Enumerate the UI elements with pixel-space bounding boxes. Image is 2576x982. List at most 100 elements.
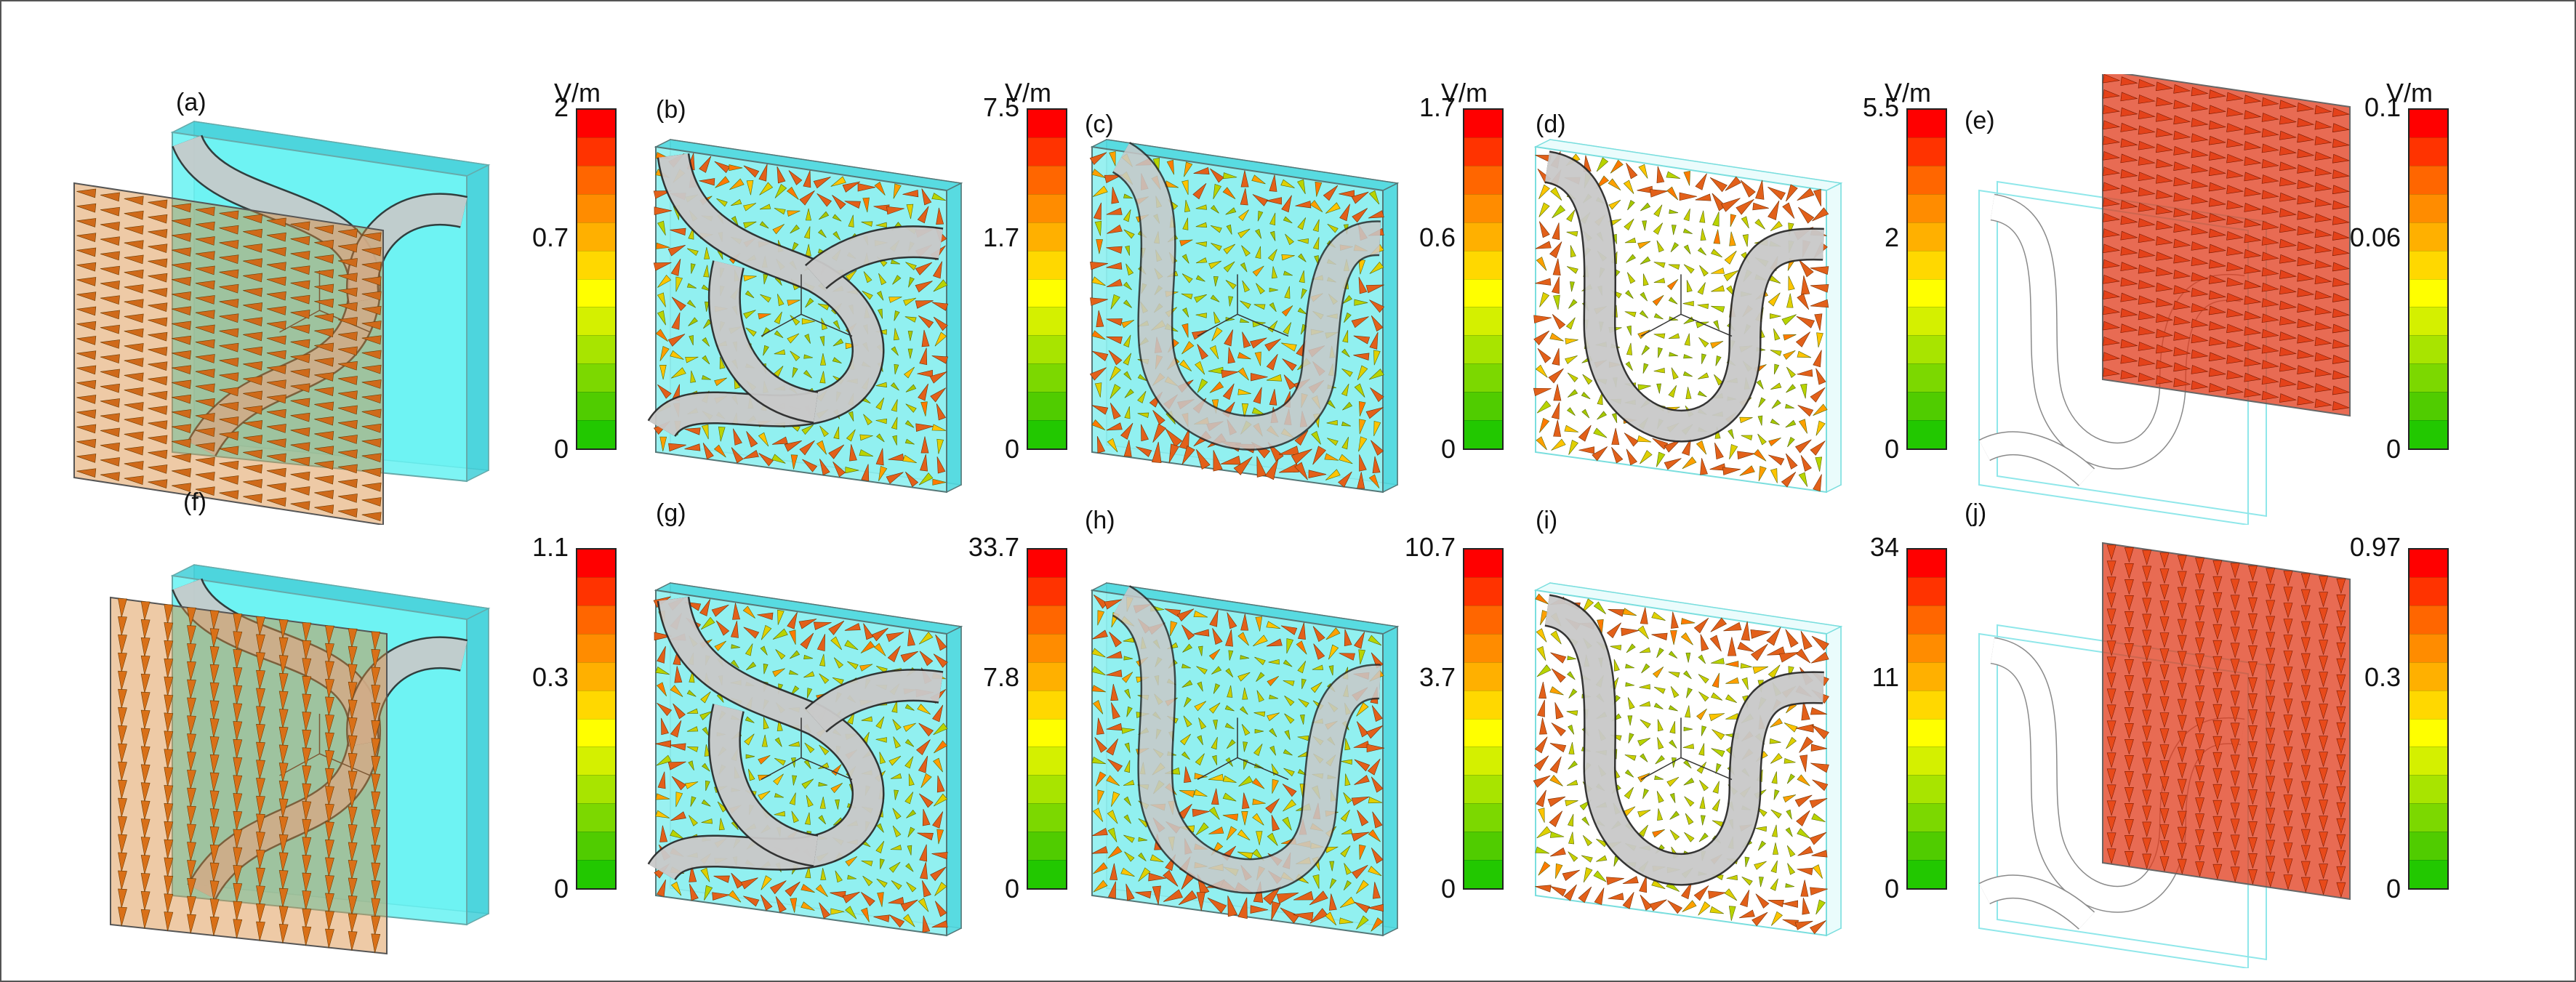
colorbar-segment (1464, 633, 1502, 662)
waveguide-tube-3 (707, 704, 819, 867)
colorbar-segment (1464, 803, 1502, 832)
colorbar-tick-label: 11 (1871, 661, 1899, 692)
colorbar-tick-label: 0.3 (2364, 661, 2401, 692)
colorbar-segment (577, 718, 615, 747)
colorbar-tick-label: 34 (1869, 532, 1899, 562)
panel-label-d: (d) (1536, 110, 1566, 138)
colorbar-tick-label: 0 (1884, 434, 1899, 464)
colorbar-segment (2410, 633, 2447, 662)
field-vector-arrows (653, 596, 948, 933)
incident-field-plane (110, 596, 388, 955)
colorbar-segment (1028, 363, 1066, 393)
panel-b: (b) V/m 7.5 1.7 0 (641, 74, 1092, 525)
colorbar-segment (1908, 661, 1946, 691)
colorbar-segment (1028, 420, 1066, 449)
colorbar-segment (1464, 193, 1502, 222)
colorbar-segment (1028, 746, 1066, 776)
colorbar-segment (1028, 278, 1066, 307)
field-scene-c (1089, 139, 1400, 494)
colorbar-tick-label: 0.3 (531, 661, 569, 692)
colorbar-segment (1908, 307, 1946, 336)
field-scene-g (647, 582, 963, 937)
colorbar-segment (1464, 420, 1502, 449)
waveguide-branch (346, 636, 468, 747)
colorbar-segment (577, 335, 615, 364)
colorbar-segment (1028, 222, 1066, 251)
waveguide-outline-lower (1978, 874, 2095, 930)
colorbar-segment (1464, 690, 1502, 719)
colorbar-segment (1908, 605, 1946, 634)
colorbar-segment (1464, 392, 1502, 421)
colorbar-segment (1464, 832, 1502, 861)
colorbar-segment (1028, 307, 1066, 336)
panel-f: (f) 1.1 0.3 0 (1, 488, 641, 968)
waveguide-outline-lower (1978, 431, 2095, 486)
colorbar-segment (1028, 550, 1066, 577)
colorbar-segment (577, 278, 615, 307)
panel-a: (a) V/m 2 0.7 0 (1, 74, 641, 525)
colorbar-segment (1464, 860, 1502, 889)
colorbar-segment (2410, 193, 2447, 222)
colorbar-segment (1028, 110, 1066, 137)
colorbar-gradient (1027, 108, 1067, 450)
colorbar-segment (2410, 363, 2447, 393)
field-scene-a (73, 121, 491, 525)
colorbar-tick-label: 0 (1440, 874, 1456, 903)
waveguide-tube-1 (647, 596, 885, 882)
transmitted-field-plane (2102, 74, 2351, 417)
colorbar-segment (577, 576, 615, 605)
colorbar-segment (577, 746, 615, 776)
colorbar-gradient (576, 548, 617, 890)
waveguide-tube-1 (1111, 142, 1381, 451)
colorbar-segment (2410, 746, 2447, 776)
colorbar-segment (1464, 363, 1502, 393)
colorbar-unit: V/m (2386, 78, 2433, 108)
colorbar-tick-label: 0.7 (531, 222, 569, 252)
colorbar-segment (1028, 661, 1066, 691)
colorbar-tick-label: 10.7 (1404, 532, 1456, 562)
colorbar-gradient (1027, 548, 1067, 890)
colorbar-segment (1908, 775, 1946, 804)
colorbar-segment (1464, 550, 1502, 577)
colorbar-segment (1908, 832, 1946, 861)
colorbar-segment (2410, 775, 2447, 804)
colorbar-segment (2410, 307, 2447, 336)
colorbar-gradient (2408, 108, 2449, 450)
colorbar-tick-label: 33.7 (968, 532, 1019, 562)
colorbar-tick-label: 2 (1884, 222, 1899, 252)
colorbar-segment (1908, 222, 1946, 251)
colorbar-segment (1908, 746, 1946, 776)
colorbar-tick-label: 0 (1004, 874, 1019, 903)
colorbar-segment (1028, 576, 1066, 605)
transmitted-field-arrows (2106, 544, 2346, 898)
colorbar-segment (577, 803, 615, 832)
colorbar-segment (1908, 392, 1946, 421)
colorbar-segment (1908, 420, 1946, 449)
colorbar-segment (1908, 193, 1946, 222)
colorbar-segment (1028, 633, 1066, 662)
colorbar-segment (577, 165, 615, 194)
colorbar-segment (577, 775, 615, 804)
panel-label-f: (f) (183, 488, 207, 516)
panel-label-h: (h) (1085, 507, 1115, 534)
colorbar-segment (1464, 137, 1502, 166)
colorbar-tick-label: 0 (553, 874, 569, 903)
transmitted-field-arrows (2103, 74, 2350, 411)
colorbar-segment (577, 550, 615, 577)
colorbar-segment (2410, 832, 2447, 861)
colorbar-segment (2410, 860, 2447, 889)
transmitted-field-plane (2102, 542, 2351, 901)
colorbar-segment (1464, 746, 1502, 776)
colorbar-segment (1464, 278, 1502, 307)
colorbar-tick-label: 1.7 (982, 222, 1019, 252)
colorbar-segment (1908, 335, 1946, 364)
panel-label-j: (j) (1965, 499, 1987, 527)
colorbar-segment (1908, 550, 1946, 577)
coordinate-axes (1640, 274, 1733, 337)
panel-e: (e) V/m 0.1 0.06 0 (1957, 74, 2568, 525)
colorbar-segment (577, 420, 615, 449)
colorbar-segment (1464, 576, 1502, 605)
colorbar-tick-label: 2 (553, 92, 569, 122)
colorbar-segment (1908, 278, 1946, 307)
colorbar-segment (1908, 137, 1946, 166)
